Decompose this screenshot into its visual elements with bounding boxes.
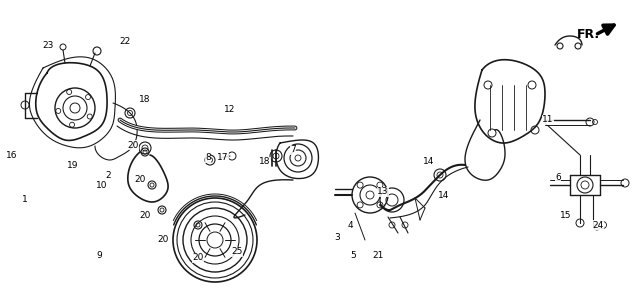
Text: 6: 6 xyxy=(555,174,561,182)
Text: 13: 13 xyxy=(377,188,388,197)
Text: 22: 22 xyxy=(120,38,131,46)
Text: 14: 14 xyxy=(423,158,435,167)
Text: 10: 10 xyxy=(96,181,108,189)
Text: 8: 8 xyxy=(205,154,211,162)
Text: 20: 20 xyxy=(157,235,169,245)
Text: FR.: FR. xyxy=(577,28,600,41)
Text: 25: 25 xyxy=(231,248,243,257)
Text: 7: 7 xyxy=(290,145,296,155)
Text: 3: 3 xyxy=(334,234,340,242)
Text: 12: 12 xyxy=(224,105,236,115)
Text: 15: 15 xyxy=(560,211,572,219)
Text: 24: 24 xyxy=(593,221,604,229)
Text: 11: 11 xyxy=(542,115,554,125)
Text: 20: 20 xyxy=(127,141,139,149)
Text: 18: 18 xyxy=(140,95,151,105)
Text: 2: 2 xyxy=(105,171,111,179)
Text: 16: 16 xyxy=(6,151,18,159)
Text: 20: 20 xyxy=(134,175,146,185)
Text: 14: 14 xyxy=(438,191,450,199)
Text: 5: 5 xyxy=(350,251,356,259)
Text: 9: 9 xyxy=(96,251,102,259)
Text: 20: 20 xyxy=(192,254,204,262)
Text: 19: 19 xyxy=(67,161,79,169)
Text: 21: 21 xyxy=(372,251,384,259)
Text: 18: 18 xyxy=(259,158,271,167)
Text: 23: 23 xyxy=(42,41,54,49)
Text: 20: 20 xyxy=(140,211,150,219)
Text: 17: 17 xyxy=(217,154,228,162)
Text: 1: 1 xyxy=(22,195,28,205)
Text: 4: 4 xyxy=(347,221,353,229)
